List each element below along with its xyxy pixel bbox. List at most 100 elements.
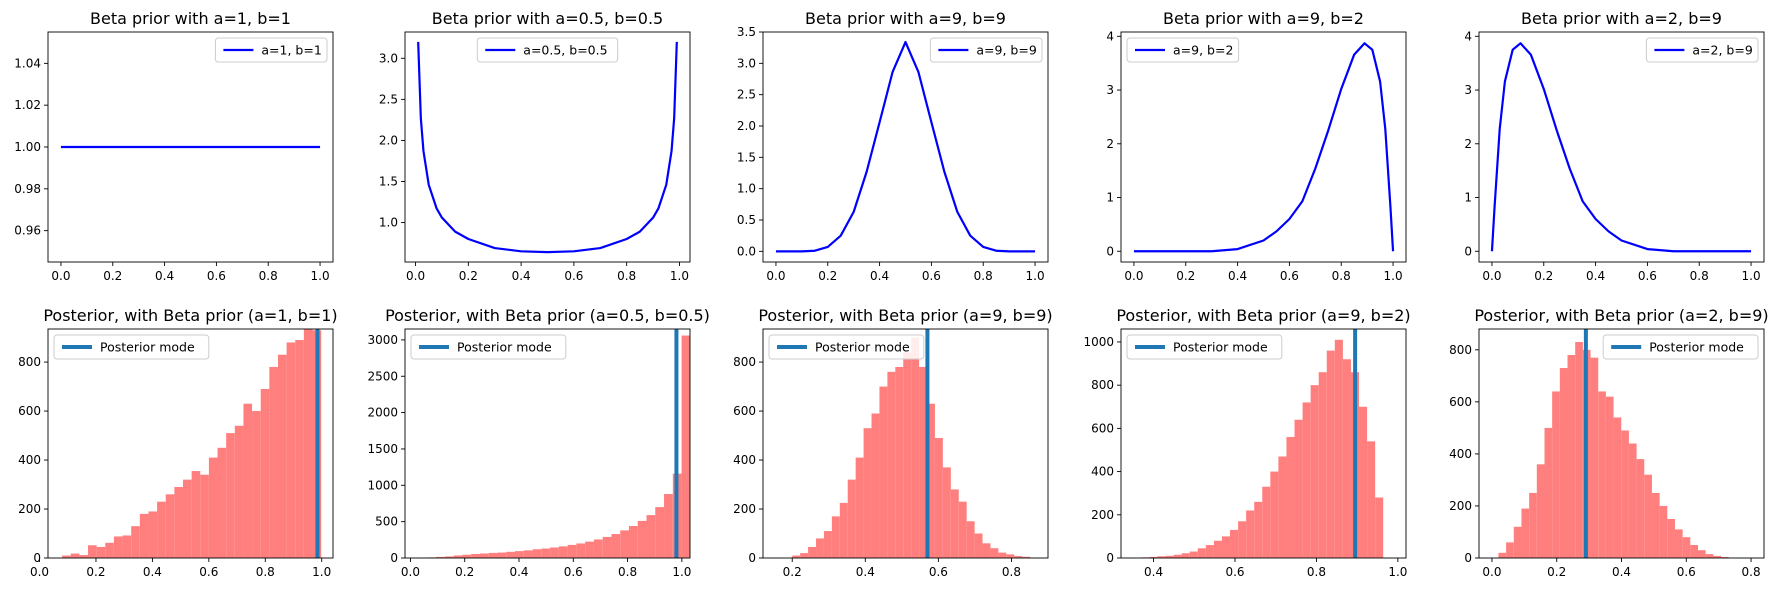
y-tick-label: 800 [1449,343,1472,357]
legend-box [1645,37,1759,63]
histogram-bar [506,551,516,558]
y-tick-label: 1.0 [737,182,756,196]
y-tick-label: 0 [1106,244,1114,258]
histogram-bar [990,548,999,558]
histogram-bar [903,352,912,558]
histogram-bar [620,530,629,558]
histogram-bar [226,433,235,558]
legend-label: Posterior mode [1173,340,1268,355]
plot-area [792,329,1031,558]
subplot-title: Beta prior with a=2, b=9 [1521,9,1722,28]
histogram-bar [217,447,227,558]
subplot-title: Posterior, with Beta prior (a=9, b=9) [758,306,1052,325]
y-tick-label: 600 [1449,395,1472,409]
histogram-bar [1682,537,1691,558]
legend: Posterior mode [53,334,210,360]
histogram-bar [444,556,454,558]
histogram-bar [497,552,507,558]
axes-frame [404,31,691,263]
histogram-bar [1310,385,1319,558]
subplot-title: Beta prior with a=9, b=9 [805,9,1006,28]
legend-box [768,334,925,360]
y-tick-label: 4 [1106,29,1114,43]
legend-label: Posterior mode [457,340,552,355]
histogram-bar [1014,556,1023,558]
histogram-bar [847,479,856,558]
x-tick-label: 0.8 [1690,269,1709,283]
x-tick-label: 0.4 [1228,269,1247,283]
x-tick-label: 0.6 [199,565,218,579]
histogram-bar [1157,556,1166,558]
x-tick-label: 0.6 [929,565,948,579]
histogram-bar [532,549,542,558]
histogram-bar [1213,540,1222,558]
histogram-bar [252,411,261,558]
x-tick-label: 0.2 [1534,269,1553,283]
histogram-bar [1667,518,1675,558]
x-tick-label: 0.4 [143,565,162,579]
axes-frame [762,328,1049,559]
histogram-bar [816,538,824,558]
histogram-bar [839,502,848,558]
histogram-bar [1318,372,1327,558]
x-tick-label: 0.6 [1280,269,1299,283]
histogram-bar [950,489,959,558]
legend: Posterior mode [1126,334,1283,360]
histogram-bar [1022,556,1031,558]
histogram-bar [277,354,287,558]
plot-area [417,41,678,254]
histogram-bar [1246,510,1255,558]
x-tick-label: 0.0 [51,269,70,283]
plot-area [1490,42,1752,253]
x-tick-label: 0.6 [564,269,583,283]
legend-label: a=2, b=9 [1692,43,1752,58]
x-tick-label: 0.6 [564,565,583,579]
histogram-bar [911,337,920,558]
axes-frame [1120,328,1407,559]
legend: a=9, b=9 [929,37,1043,63]
histogram-bar [1621,430,1629,558]
histogram-bar [515,551,524,558]
histogram-bar [998,552,1007,558]
histogram-bar [681,335,690,558]
histogram-bar [1254,501,1263,558]
histogram-bar [62,555,71,558]
x-tick-label: 1.0 [1384,269,1403,283]
histogram-bar [1181,553,1190,558]
histogram-bar [1165,555,1174,558]
histogram-bar [234,425,244,558]
y-tick-label: 3.5 [737,25,756,39]
x-tick-label: 0.6 [1225,565,1244,579]
subplot-2: Beta prior with a=0.5, b=0.5 0.0 0.2 0.4 0.6… [379,9,691,283]
x-tick-label: 0.4 [870,269,889,283]
subplot-3: Beta prior with a=9, b=9 0.0 0.2 0.4 0.6 0.8 1… [737,9,1049,283]
histogram-bar [1149,556,1158,558]
histogram-bar [1342,359,1351,558]
y-tick-label: 400 [1091,465,1114,479]
x-tick-label: 0.2 [86,565,105,579]
x-tick-label: 0.2 [459,269,478,283]
histogram-bar [139,513,149,558]
y-tick-label: 400 [18,453,41,467]
x-tick-label: 0.6 [1638,269,1657,283]
histogram-bar [1567,355,1576,558]
axes-frame [762,31,1049,263]
histogram-bar [646,515,656,558]
x-tick-label: 0.4 [512,269,531,283]
subplot-10: Posterior, with Beta prior (a=2, b=9) 0.0… [1449,306,1769,579]
y-tick-label: 0.96 [14,224,41,238]
y-tick-label: 400 [1449,447,1472,461]
histogram-bar [1659,505,1668,558]
histogram-bar [1644,474,1652,558]
histogram-bar [523,550,533,558]
y-tick-label: 2.5 [737,88,756,102]
axes-frame [1120,31,1407,263]
histogram-bar [1506,542,1514,558]
histogram-bar [567,544,577,558]
histogram-bar [1238,521,1247,558]
histogram-bar [462,554,472,558]
y-tick-label: 3.0 [379,51,398,65]
x-tick-label: 0.2 [818,269,837,283]
x-tick-label: 0.8 [1002,565,1021,579]
legend-label: Posterior mode [100,340,195,355]
